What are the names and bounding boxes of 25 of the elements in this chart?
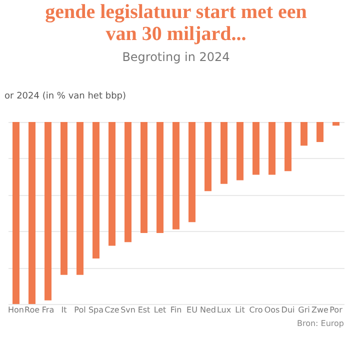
x-tick-label: Dui (281, 306, 295, 314)
x-tick-label: Pol (74, 306, 86, 314)
x-tick-label: Hon (8, 306, 24, 314)
x-tick-label: Est (138, 306, 150, 314)
x-tick-label: Fin (170, 306, 182, 314)
x-tick-label: Roe (24, 306, 40, 314)
x-tick-label: Ned (200, 306, 216, 314)
x-tick-label: Gri (298, 306, 310, 314)
x-tick-label: Lux (216, 306, 232, 314)
x-tick-label: Cro (249, 306, 263, 314)
x-tick-label: Fra (42, 306, 54, 314)
x-tick-label: EU (186, 306, 198, 314)
y-axis-title: or 2024 (in % van het bbp) (4, 92, 126, 102)
x-tick-label: Let (154, 306, 166, 314)
x-tick-label: Por (330, 306, 344, 314)
x-tick-label: Cze (104, 306, 120, 314)
x-tick-label: Svn (120, 306, 136, 314)
x-tick-label: It (61, 306, 67, 314)
text: Bron: Europ (296, 319, 344, 328)
chart-subtitle: Begroting in 2024 (122, 50, 230, 64)
x-tick-label: Zwe (312, 306, 329, 314)
chart-title: gende legislatuur start met een van 30 miljard... (45, 1, 307, 45)
x-tick-label: Spa (88, 306, 104, 314)
x-tick-label: Oos (264, 306, 280, 314)
x-tick-label: Lit (235, 306, 245, 314)
